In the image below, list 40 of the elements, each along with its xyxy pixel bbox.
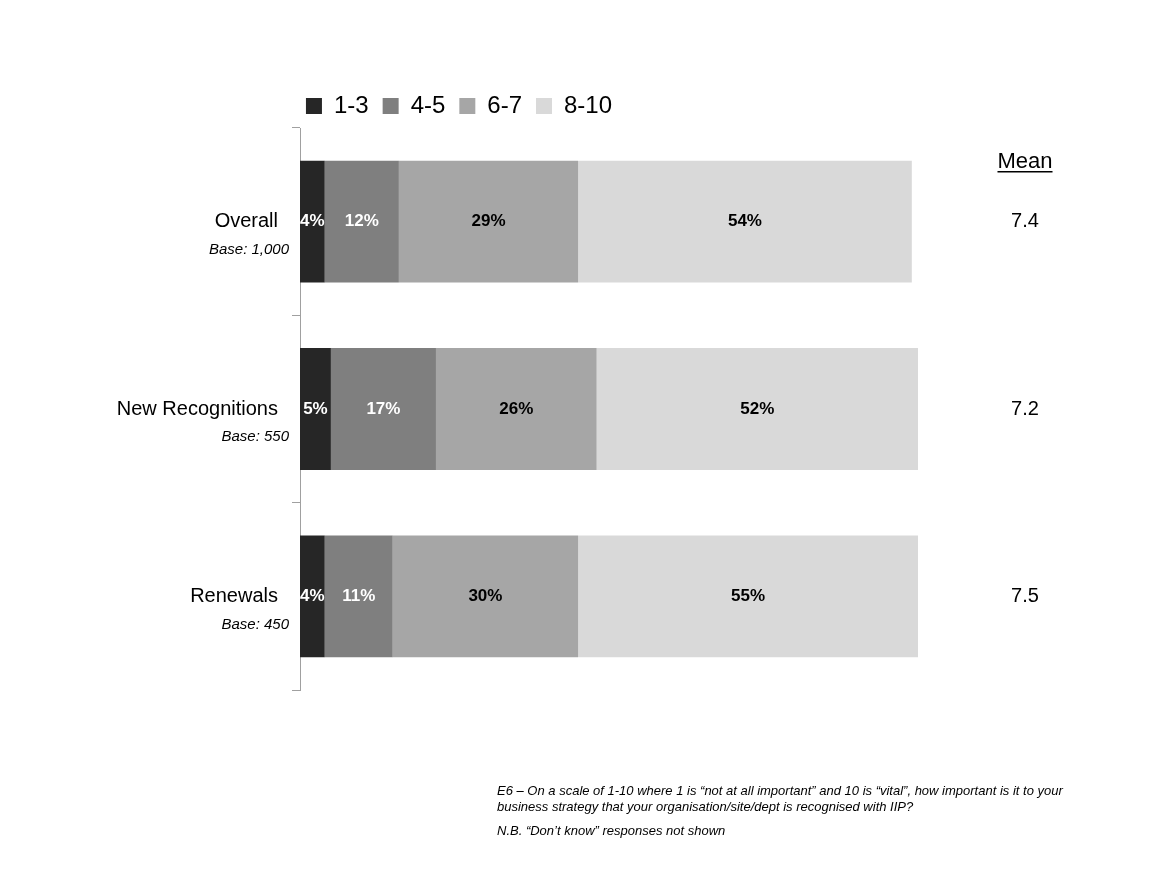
text: E6 – On a scale of 1-10 where 1 is “not at all important” and 10 is “vital”, how important is it to your business strategy that your organisation/site/dept is recognised with IIP? (497, 783, 1064, 814)
data-label: 4% (300, 211, 325, 231)
text: Base: 550 (221, 427, 290, 445)
y-tick-label: Overall (214, 209, 278, 232)
bar (435, 348, 597, 470)
text: Mean (997, 148, 1053, 173)
y-tick-label: New Recognitions (116, 396, 278, 419)
bar (578, 535, 918, 658)
text: Base: 1,000 (208, 239, 290, 257)
legend-label: 6-7 (487, 90, 523, 118)
data-label: 30% (468, 586, 503, 606)
bar (578, 160, 912, 283)
data-label: 29% (471, 211, 506, 231)
bar (392, 535, 579, 658)
bar (398, 160, 579, 283)
data-label: 12% (344, 211, 379, 231)
text: N.B. “Don’t know” responses not shown (497, 823, 726, 838)
bar (300, 535, 325, 658)
data-label: 4% (300, 586, 325, 606)
data-label: 26% (499, 398, 534, 418)
legend-label: 1-3 (333, 90, 369, 118)
legend-label: 8-10 (564, 90, 613, 118)
bar (300, 348, 331, 470)
data-label: 11% (342, 586, 376, 606)
text: Base: 450 (221, 614, 290, 632)
text: 7.4 (1011, 209, 1039, 232)
bar (300, 160, 325, 283)
bar (596, 348, 918, 470)
bar (324, 160, 399, 283)
text: 7.5 (1011, 583, 1039, 606)
data-label: 54% (727, 211, 762, 231)
text: 7.2 (1011, 396, 1039, 419)
data-label: 17% (366, 398, 401, 418)
y-tick-label: Renewals (190, 583, 278, 606)
legend-label: 4-5 (410, 90, 446, 118)
data-label: 52% (740, 398, 775, 418)
data-label: 5% (303, 398, 328, 418)
bar (324, 535, 393, 658)
data-label: 55% (731, 586, 766, 606)
bar (330, 348, 436, 470)
